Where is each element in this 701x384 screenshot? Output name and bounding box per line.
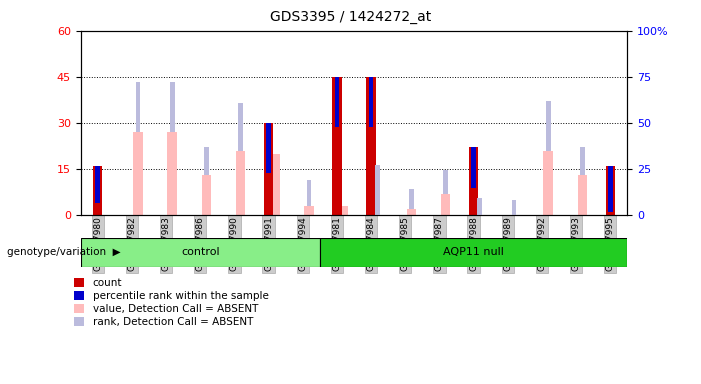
Text: control: control [181,247,219,258]
Bar [334,77,339,127]
Bar [441,194,450,215]
Bar [580,147,585,175]
Bar [81,238,320,267]
Bar [320,238,627,267]
Bar [202,175,211,215]
Bar [332,77,341,215]
Text: genotype/variation  ▶: genotype/variation ▶ [7,247,121,258]
Legend: count, percentile rank within the sample, value, Detection Call = ABSENT, rank, : count, percentile rank within the sample… [72,276,271,329]
Bar [266,123,271,173]
Bar [95,166,100,203]
Bar [375,165,380,215]
Bar [306,180,311,206]
Bar [512,200,517,215]
Bar [339,206,348,215]
Bar [407,209,416,215]
Bar [606,166,615,215]
Bar [369,77,374,127]
Bar [133,132,143,215]
Bar [409,189,414,209]
Bar [471,147,476,188]
Bar [264,123,273,215]
Bar [304,206,313,215]
Text: AQP11 null: AQP11 null [443,247,504,258]
Bar [204,147,209,175]
Bar [168,132,177,215]
Bar [543,151,553,215]
Bar [469,147,478,215]
Bar [270,154,280,215]
Text: GDS3395 / 1424272_at: GDS3395 / 1424272_at [270,10,431,23]
Bar [135,82,140,132]
Bar [578,175,587,215]
Bar [238,103,243,151]
Bar [443,170,448,194]
Bar [93,166,102,215]
Bar [477,199,482,215]
Bar [367,77,376,215]
Bar [608,166,613,212]
Bar [545,101,550,151]
Bar [236,151,245,215]
Bar [170,82,175,132]
